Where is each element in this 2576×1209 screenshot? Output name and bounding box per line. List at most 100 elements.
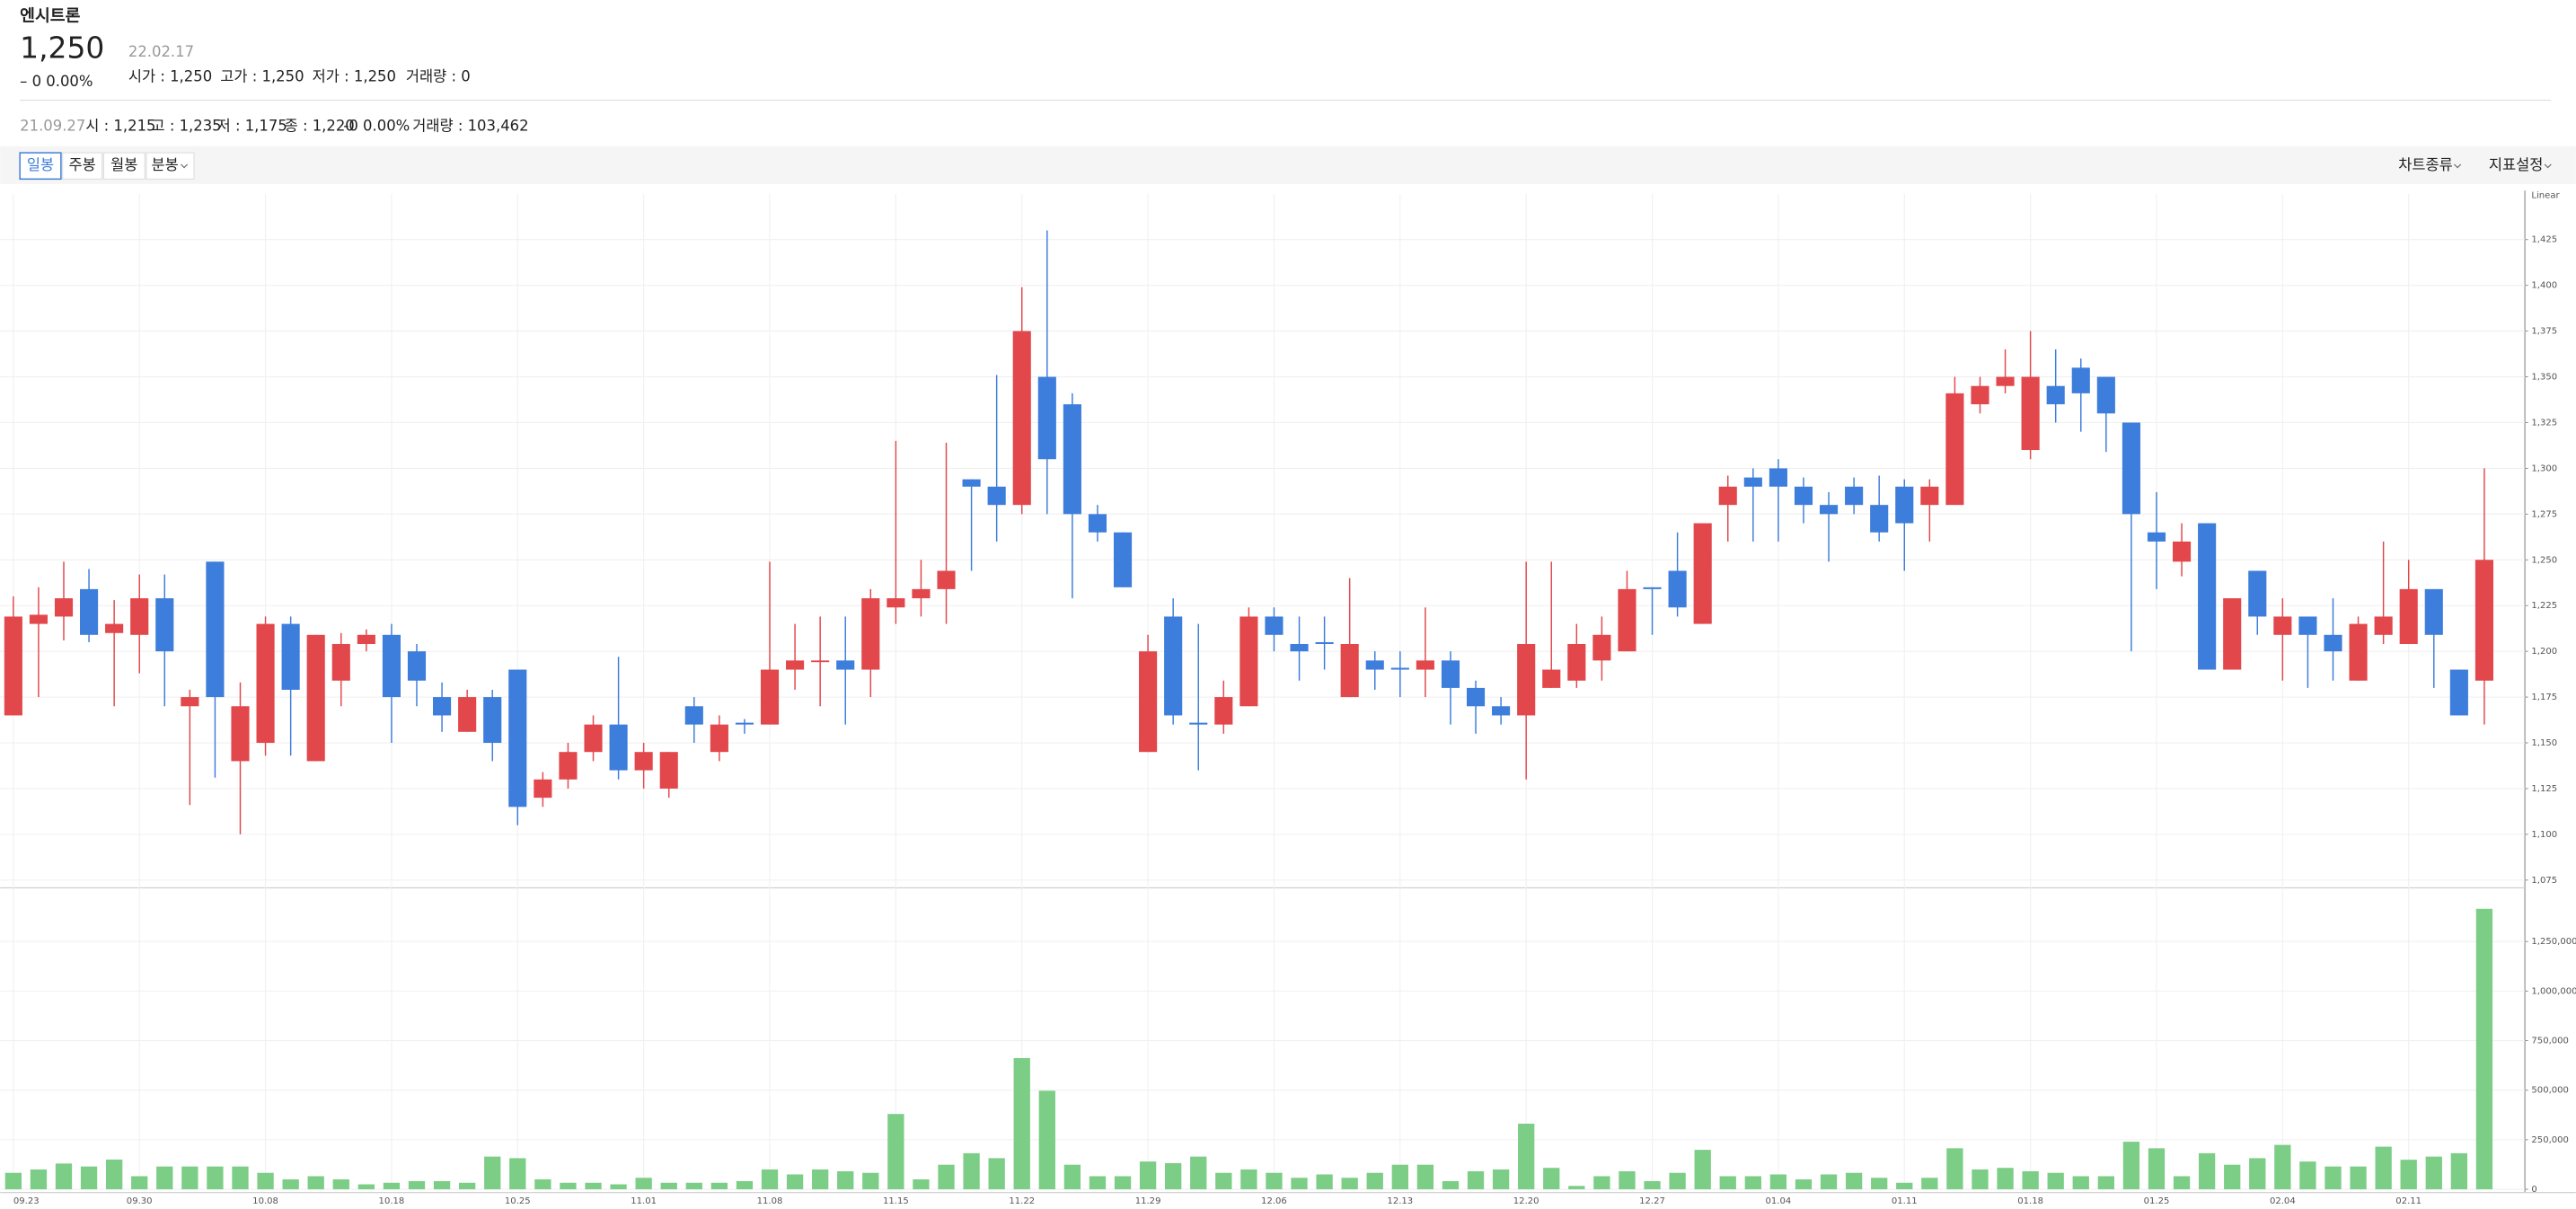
y-tick-label: 1,150: [2531, 738, 2557, 748]
volume-bar: [1114, 1176, 1132, 1190]
period-button[interactable]: [102, 152, 146, 180]
volume-bar: [1896, 1182, 1913, 1190]
info-high: 고 : 1,235: [151, 117, 221, 134]
candle-body: [2273, 616, 2292, 635]
candle-body: [987, 486, 1006, 506]
volume-bar: [1619, 1170, 1636, 1190]
info-open: 시 : 1,215: [85, 117, 155, 134]
volume-bar: [1997, 1168, 2014, 1190]
candle-body: [1794, 486, 1813, 506]
volume-bar: [2173, 1176, 2191, 1190]
volume-bar: [257, 1172, 274, 1190]
candle-body: [1996, 376, 2015, 386]
candle-body: [1945, 393, 1964, 506]
volume-bar: [2097, 1176, 2114, 1190]
candle-body: [559, 752, 578, 780]
candle-body: [1870, 505, 1889, 533]
volume-bar: [1165, 1162, 1182, 1190]
volume-bar: [1316, 1174, 1333, 1190]
candle-body: [2298, 616, 2317, 635]
y-tick-label: 1,375: [2531, 327, 2557, 337]
date: 22.02.17: [128, 43, 194, 60]
volume-bar: [1518, 1124, 1535, 1190]
info-date: 21.09.27: [20, 117, 85, 134]
volume: 거래량 : 0: [406, 67, 471, 84]
candle-body: [508, 669, 527, 807]
period-label[interactable]: 일봉: [27, 156, 54, 173]
volume-bar: [1543, 1168, 1560, 1190]
volume-bar: [1568, 1186, 1585, 1190]
volume-bar: [357, 1184, 375, 1190]
volume-bar: [80, 1166, 98, 1190]
x-tick-label: 02.04: [2270, 1196, 2296, 1206]
candle-body: [1214, 697, 1233, 725]
volume-bar: [4, 1172, 22, 1190]
chevron: [180, 163, 189, 169]
volume-bar: [560, 1182, 577, 1190]
volume-bar: [2350, 1166, 2367, 1190]
candle-body: [1390, 667, 1409, 670]
indicator-menu[interactable]: 지표설정: [2489, 156, 2544, 173]
candle-body: [1063, 404, 1081, 515]
candle-body: [1819, 505, 1839, 515]
candle-body: [1265, 616, 1284, 635]
candle-body: [584, 724, 603, 753]
y-tick-label: 1,175: [2531, 693, 2557, 702]
period-button[interactable]: [62, 152, 103, 180]
volume-bar: [685, 1182, 702, 1190]
period-label[interactable]: 분봉: [151, 156, 178, 173]
volume-bar: [736, 1181, 754, 1190]
volume-bar: [1795, 1179, 1813, 1190]
candle-body: [357, 634, 375, 644]
candle-body: [1239, 616, 1258, 707]
volume-bar: [459, 1182, 476, 1190]
volume-bar: [710, 1182, 728, 1190]
y-tick-label: 1,250: [2531, 555, 2557, 565]
volume-bar: [1391, 1164, 1408, 1190]
x-tick-label: 10.18: [379, 1196, 405, 1206]
candle-body: [1618, 588, 1636, 652]
volume-bar: [988, 1158, 1005, 1190]
volume-bar: [509, 1158, 526, 1190]
volume-bar: [1467, 1170, 1485, 1190]
volume-bar: [105, 1159, 123, 1190]
chevron: [2544, 163, 2552, 169]
candle-body: [105, 623, 124, 633]
volume-bar: [786, 1174, 804, 1190]
candle-body: [1567, 643, 1586, 681]
candle-body: [962, 479, 981, 487]
candle-body: [710, 724, 728, 753]
volume-bar: [2325, 1166, 2342, 1190]
candle-body: [407, 651, 427, 681]
chart-type-menu[interactable]: 차트종류: [2398, 156, 2453, 173]
period-label[interactable]: 월봉: [110, 156, 137, 173]
volume-bar: [913, 1179, 930, 1190]
candle-body: [2399, 588, 2418, 644]
volume-bar: [660, 1182, 677, 1190]
candle-body: [306, 634, 325, 762]
x-tick-label: 01.11: [1892, 1196, 1918, 1206]
volume-bar: [307, 1176, 324, 1190]
candle-body: [2248, 570, 2267, 617]
volume-bar: [938, 1164, 955, 1190]
info-low: 저 : 1,175: [217, 117, 287, 134]
y-tick-label: 1,275: [2531, 509, 2557, 519]
volume-bar: [2022, 1170, 2039, 1190]
y-tick-label: 1,100: [2531, 830, 2557, 840]
volume-bar: [1139, 1161, 1157, 1190]
candle-body: [1012, 331, 1031, 506]
volume-bar: [2122, 1142, 2140, 1190]
candle-body: [382, 634, 401, 698]
period-label[interactable]: 주봉: [69, 156, 96, 173]
candle-body: [634, 752, 653, 771]
candle-body: [1365, 660, 1384, 670]
x-tick-label: 02.11: [2395, 1196, 2422, 1206]
candle-body: [1718, 486, 1737, 506]
y-tick-label: 1,325: [2531, 418, 2557, 428]
y-tick-label: 1,000,000: [2531, 986, 2576, 996]
volume-bar: [1845, 1172, 1863, 1190]
candle-body: [887, 598, 905, 608]
candle-body: [1592, 634, 1611, 661]
period-button[interactable]: [19, 152, 62, 181]
volume-bar: [1366, 1172, 1383, 1190]
